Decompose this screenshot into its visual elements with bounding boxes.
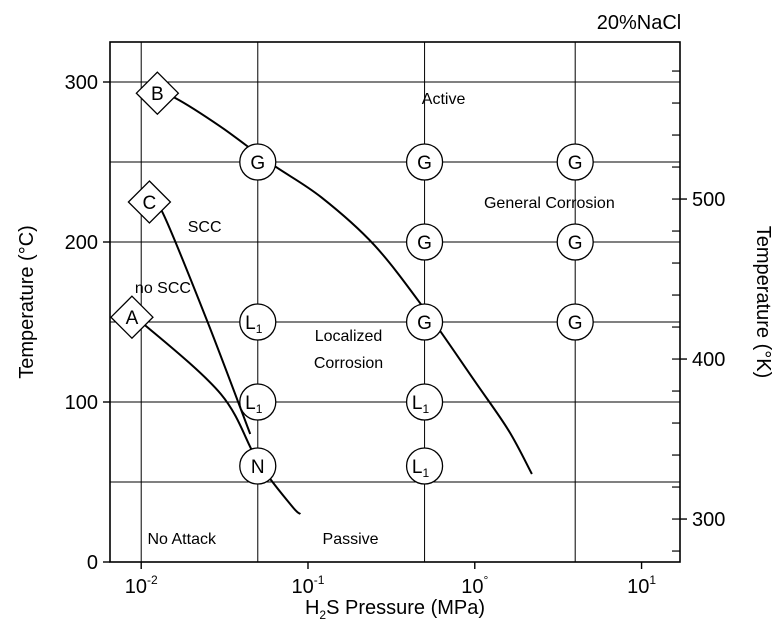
test-point-label: G <box>250 153 265 174</box>
condition-label: 20%NaCl <box>597 12 681 34</box>
test-point-label: G <box>568 313 583 334</box>
test-point-g: G <box>239 143 277 181</box>
test-point-g: G <box>405 143 444 181</box>
reference-marker-diamond <box>127 180 172 224</box>
reference-marker-label: B <box>151 84 164 105</box>
plot-frame <box>109 41 681 563</box>
test-point-circle <box>405 223 444 261</box>
test-point-g: G <box>405 303 444 341</box>
y-tick-label-left: 100 <box>65 392 98 414</box>
reference-marker-a: A <box>110 295 154 340</box>
test-point-label: L1 <box>412 393 430 416</box>
test-point-n: N <box>239 447 277 485</box>
y-tick-label-left: 200 <box>65 232 98 254</box>
reference-marker-c: C <box>127 180 172 224</box>
x-tick-label: 10-2 <box>125 573 158 598</box>
test-point-g: G <box>556 223 594 261</box>
y-tick-label-right: 400 <box>692 349 725 371</box>
test-point-circle <box>239 447 277 485</box>
test-point-circle <box>556 303 594 341</box>
region-annotation: Corrosion <box>314 355 383 372</box>
test-point-l1: L1 <box>405 383 444 421</box>
x-axis-label: H2S Pressure (MPa) <box>305 597 485 622</box>
test-point-l1: L1 <box>239 303 277 341</box>
x-tick-label: 10-1 <box>292 573 325 598</box>
test-point-circle <box>239 303 277 341</box>
test-point-circle <box>239 383 277 421</box>
test-point-label: G <box>417 233 432 254</box>
y-tick-label-left: 300 <box>65 72 98 94</box>
test-point-g: G <box>556 303 594 341</box>
region-annotation: Localized <box>315 328 383 345</box>
region-annotation: Passive <box>323 531 379 548</box>
y-axis-label-right: Temperature (°K) <box>752 226 774 379</box>
test-point-circle <box>556 223 594 261</box>
test-point-label: L1 <box>412 457 430 480</box>
test-point-label: L1 <box>245 313 263 336</box>
y-axis-label-left: Temperature (°C) <box>16 225 38 379</box>
region-annotation: no SCC <box>135 280 191 297</box>
reference-marker-b: B <box>135 71 180 116</box>
test-point-l1: L1 <box>239 383 277 421</box>
test-points: G G G G G G G L1 L1 L1 L1 N B C A <box>110 71 594 485</box>
reference-marker-label: A <box>126 308 139 329</box>
test-point-circle <box>405 303 444 341</box>
test-point-circle <box>239 143 277 181</box>
test-point-g: G <box>405 223 444 261</box>
region-annotation: SCC <box>188 219 222 236</box>
test-point-circle <box>556 143 594 181</box>
test-point-label: G <box>568 153 583 174</box>
region-annotation: No Attack <box>147 531 216 548</box>
test-point-l1: L1 <box>405 447 444 485</box>
boundary-curves <box>130 92 533 515</box>
region-annotation: Active <box>422 91 466 108</box>
test-point-label: L1 <box>245 393 263 416</box>
test-point-label: N <box>251 457 265 478</box>
region-annotation: General Corrosion <box>484 195 615 212</box>
test-point-circle <box>405 143 444 181</box>
region-annotations: Active General Corrosion SCC no SCC Localize… <box>135 91 615 548</box>
reference-marker-diamond <box>110 295 154 340</box>
test-point-circle <box>405 447 444 485</box>
grid-lines <box>110 42 680 562</box>
boundary-curve-b <box>157 92 533 475</box>
test-point-label: G <box>417 313 432 334</box>
test-point-label: G <box>417 153 432 174</box>
x-tick-label: 10° <box>461 573 488 598</box>
test-point-label: G <box>568 233 583 254</box>
reference-marker-label: C <box>143 193 157 214</box>
y-tick-label-right: 300 <box>692 509 725 531</box>
x-tick-label: 101 <box>627 573 656 598</box>
axis-ticks: 10-2 10-1 10° 101 0 100 200 300 300 400 500 <box>65 70 725 598</box>
reference-marker-diamond <box>135 71 180 116</box>
y-tick-label-left: 0 <box>87 552 98 574</box>
y-tick-label-right: 500 <box>692 189 725 211</box>
test-point-g: G <box>556 143 594 181</box>
test-point-circle <box>405 383 444 421</box>
